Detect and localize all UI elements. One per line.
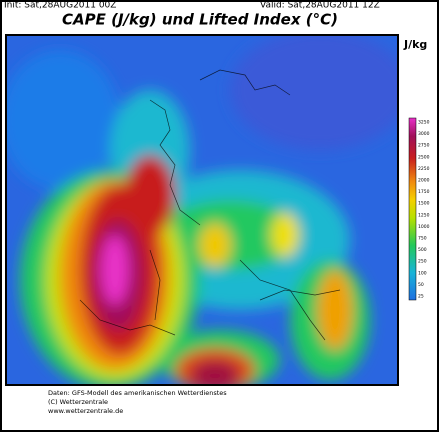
legend-label: 1000: [418, 224, 430, 230]
legend-label: 1250: [418, 212, 430, 218]
legend-label: 2250: [418, 166, 430, 172]
legend-label: 25: [418, 294, 424, 300]
legend-label: 750: [418, 236, 427, 242]
footer-line: Daten: GFS-Modell des amerikanischen Wet…: [48, 389, 227, 397]
valid-text: Valid: Sat,28AUG2011 12Z: [260, 1, 380, 11]
legend-label: 2500: [418, 154, 430, 160]
map: [6, 35, 398, 385]
legend-unit: J/kg: [403, 38, 427, 51]
legend-label: 3250: [418, 120, 430, 126]
legend-label: 2750: [418, 143, 430, 149]
footer-line: (C) Wetterzentrale: [48, 398, 108, 406]
legend-label: 3000: [418, 131, 430, 137]
legend-label: 1500: [418, 201, 430, 207]
legend-label: 250: [418, 259, 427, 265]
colorbar: [408, 117, 417, 301]
init-text: Init: Sat,28AUG2011 00Z: [4, 1, 116, 11]
legend-label: 500: [418, 247, 427, 253]
legend-label: 2000: [418, 178, 430, 184]
footer-line: www.wetterzentrale.de: [48, 407, 123, 415]
legend-label: 50: [418, 282, 424, 288]
legend-label: 1750: [418, 189, 430, 195]
legend-label: 100: [418, 270, 427, 276]
title: CAPE (J/kg) und Lifted Index (°C): [62, 11, 338, 29]
